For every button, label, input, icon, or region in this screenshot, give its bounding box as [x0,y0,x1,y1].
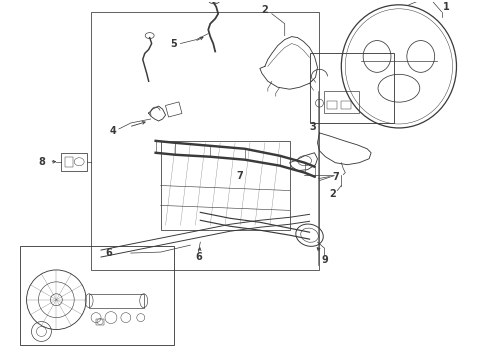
Bar [161,141,290,230]
Text: 3: 3 [309,122,316,132]
Bar [324,91,359,113]
Text: 4: 4 [110,126,116,136]
Bar [61,153,87,171]
Text: 7: 7 [332,172,339,181]
Bar [20,246,173,345]
Bar [310,54,394,123]
Bar [91,12,319,270]
Bar [65,157,73,167]
Text: 9: 9 [321,255,328,265]
Bar [96,319,104,325]
Text: 5: 5 [170,39,177,49]
Bar [89,294,144,308]
Text: 6: 6 [195,252,202,262]
Text: 1: 1 [443,2,450,12]
Bar [342,101,351,109]
Text: 6: 6 [105,248,112,258]
Text: 2: 2 [262,5,268,15]
Text: 8: 8 [38,157,45,167]
Text: 2: 2 [329,189,336,199]
Bar [327,101,337,109]
Text: 7: 7 [237,171,244,181]
Bar [166,102,182,117]
